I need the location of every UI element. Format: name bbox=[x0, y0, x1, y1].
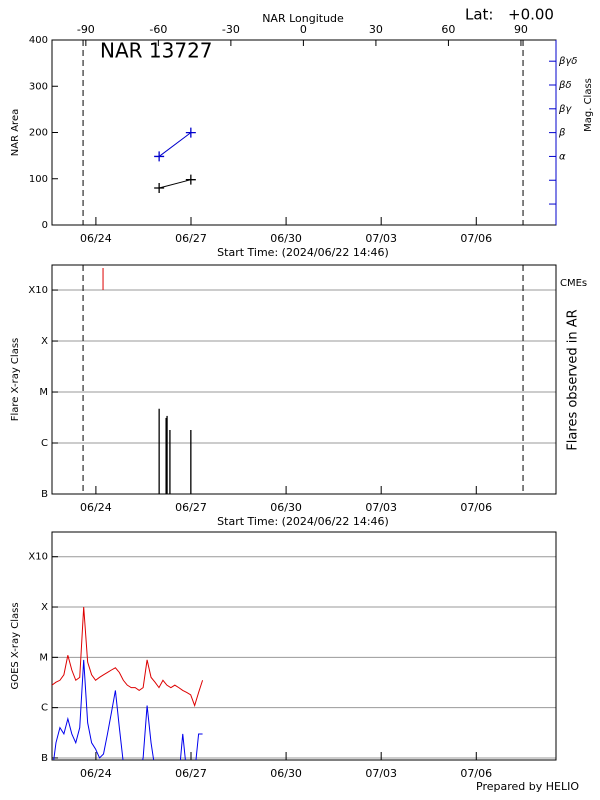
y2-label: Flares observed in AR bbox=[566, 309, 581, 450]
plot-frame bbox=[51, 264, 557, 495]
x2-tick-label: 60 bbox=[441, 23, 455, 36]
y2-tick-label: βδ bbox=[558, 80, 572, 91]
x-tick-label: 07/06 bbox=[460, 501, 492, 514]
x-tick-label: 06/24 bbox=[80, 501, 112, 514]
x-tick-label: 06/24 bbox=[80, 232, 112, 245]
x-tick-label: 06/30 bbox=[270, 232, 302, 245]
point-marker bbox=[154, 151, 165, 162]
y2-tick-label: βγ bbox=[558, 104, 572, 115]
x2-tick-label: 0 bbox=[300, 23, 307, 36]
x-tick-label: 06/27 bbox=[175, 767, 207, 780]
x2-tick-label: -30 bbox=[222, 23, 240, 36]
y-label: GOES X-ray Class bbox=[10, 602, 21, 689]
y2-tick-label: βγδ bbox=[558, 56, 577, 67]
x-tick-label: 07/06 bbox=[460, 767, 492, 780]
x2-tick-label: -90 bbox=[77, 23, 95, 36]
y-tick-label: X10 bbox=[28, 285, 48, 296]
y-label: Flare X-ray Class bbox=[10, 338, 21, 422]
x-tick-label: 07/03 bbox=[365, 501, 397, 514]
credit: Prepared by HELIO bbox=[476, 780, 579, 793]
y-tick-label: B bbox=[41, 753, 48, 764]
y-tick-label: 300 bbox=[29, 81, 48, 92]
goes-line bbox=[52, 606, 204, 708]
x2-label: NAR Longitude bbox=[262, 12, 344, 25]
y-tick-label: X bbox=[41, 336, 48, 347]
x2-tick-label: 30 bbox=[369, 23, 383, 36]
y-tick-label: C bbox=[41, 438, 48, 449]
y-tick-label: B bbox=[41, 489, 48, 500]
y-tick-label: 0 bbox=[42, 220, 48, 231]
y2-label: Mag. Class bbox=[583, 78, 594, 132]
series-line bbox=[159, 179, 191, 189]
goes-line bbox=[53, 659, 203, 760]
y-tick-label: M bbox=[39, 652, 48, 663]
y2-tick-label: β bbox=[558, 128, 566, 139]
x-label: Start Time: (2024/06/22 14:46) bbox=[217, 246, 389, 259]
x-tick-label: 07/03 bbox=[365, 767, 397, 780]
x-tick-label: 06/27 bbox=[175, 501, 207, 514]
y-tick-label: 100 bbox=[29, 174, 48, 185]
y-tick-label: M bbox=[39, 387, 48, 398]
y-tick-label: X bbox=[41, 602, 48, 613]
y-tick-label: 400 bbox=[29, 35, 48, 46]
y-label: NAR Area bbox=[10, 109, 21, 156]
y-tick-label: C bbox=[41, 703, 48, 714]
y2-tick-label: α bbox=[559, 151, 566, 162]
x-tick-label: 06/27 bbox=[175, 232, 207, 245]
x-tick-label: 06/30 bbox=[270, 501, 302, 514]
point-marker bbox=[154, 183, 165, 193]
x-label: Start Time: (2024/06/22 14:46) bbox=[217, 515, 389, 528]
y-tick-label: 200 bbox=[29, 128, 48, 139]
plot-frame bbox=[51, 39, 557, 226]
point-marker bbox=[185, 127, 196, 138]
chart-title: NAR 13727 bbox=[100, 39, 213, 63]
lat-label: Lat: bbox=[465, 6, 493, 24]
x2-tick-label: -60 bbox=[149, 23, 167, 36]
x-tick-label: 07/03 bbox=[365, 232, 397, 245]
series-line bbox=[158, 132, 192, 157]
point-marker bbox=[185, 174, 196, 185]
plot-frame bbox=[51, 531, 557, 761]
x-tick-label: 06/30 bbox=[270, 767, 302, 780]
lat-value: +0.00 bbox=[508, 6, 554, 24]
y-tick-label: X10 bbox=[28, 552, 48, 563]
x-tick-label: 07/06 bbox=[460, 232, 492, 245]
x2-tick-label: 90 bbox=[514, 23, 528, 36]
cme-label: CMEs bbox=[560, 278, 587, 289]
x-tick-label: 06/24 bbox=[80, 767, 112, 780]
